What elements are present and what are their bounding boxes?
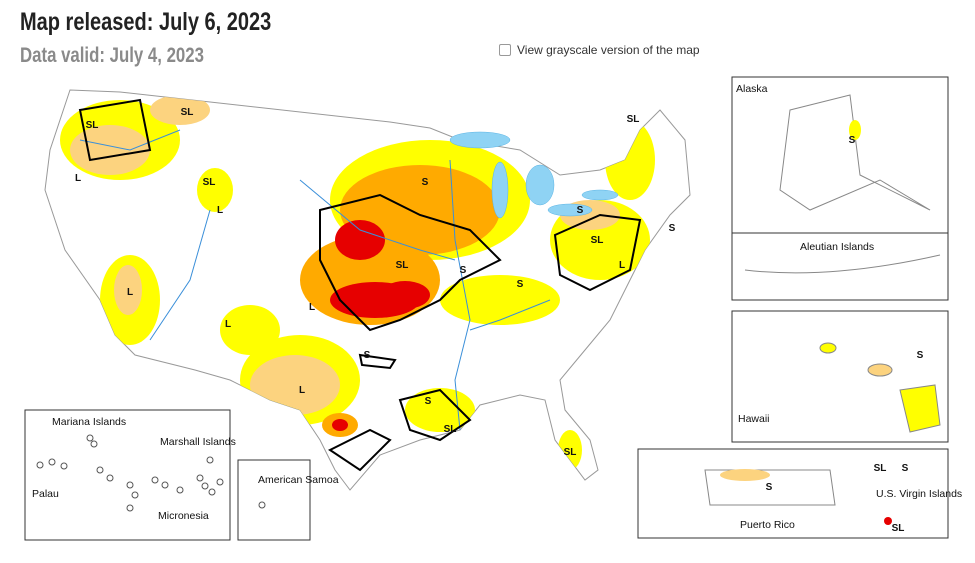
impact-label: SL bbox=[564, 447, 577, 458]
impact-label: S bbox=[364, 350, 371, 361]
map-title: Map released: July 6, 2023 bbox=[20, 8, 272, 36]
island bbox=[106, 474, 114, 482]
impact-label: SL bbox=[203, 177, 216, 188]
island bbox=[161, 481, 169, 489]
inset-label: Micronesia bbox=[158, 510, 209, 522]
inset-label: Mariana Islands bbox=[52, 416, 126, 428]
impact-label: SL bbox=[892, 523, 905, 534]
inset-label: Palau bbox=[32, 488, 59, 500]
pr-drought bbox=[720, 469, 770, 481]
checkbox-box[interactable] bbox=[499, 44, 511, 56]
island bbox=[126, 504, 134, 512]
inset-label: Puerto Rico bbox=[740, 519, 795, 531]
hawaii-big-island bbox=[899, 384, 941, 433]
impact-label: S bbox=[425, 396, 432, 407]
impact-label: L bbox=[299, 385, 305, 396]
aleutian-shape bbox=[744, 254, 941, 274]
island bbox=[60, 462, 68, 470]
impact-label: S bbox=[422, 177, 429, 188]
impact-label: S bbox=[766, 482, 773, 493]
impact-label: L bbox=[225, 319, 231, 330]
island bbox=[86, 434, 94, 442]
island bbox=[216, 478, 224, 486]
island bbox=[206, 456, 214, 464]
island bbox=[48, 458, 56, 466]
island bbox=[131, 491, 139, 499]
impact-label: SL bbox=[181, 107, 194, 118]
island bbox=[201, 482, 209, 490]
grayscale-checkbox[interactable]: View grayscale version of the map bbox=[499, 43, 700, 57]
impact-label: L bbox=[309, 302, 315, 313]
impact-label: L bbox=[217, 205, 223, 216]
inset-label: American Samoa bbox=[258, 474, 339, 486]
conus bbox=[44, 89, 691, 491]
impact-label: SL bbox=[444, 424, 457, 435]
impact-label: L bbox=[75, 173, 81, 184]
inset-label: Marshall Islands bbox=[160, 436, 236, 448]
island bbox=[36, 461, 44, 469]
inset-label: Aleutian Islands bbox=[800, 241, 874, 253]
impact-label: S bbox=[917, 350, 924, 361]
impact-label: S bbox=[902, 463, 909, 474]
impact-label: SL bbox=[874, 463, 887, 474]
impact-label: L bbox=[619, 260, 625, 271]
inset-label: Alaska bbox=[736, 83, 768, 95]
impact-boundaries bbox=[78, 98, 642, 472]
impact-label: S bbox=[669, 223, 676, 234]
hawaii-maui bbox=[867, 363, 893, 377]
map-subtitle: Data valid: July 4, 2023 bbox=[20, 44, 204, 67]
impact-label: S bbox=[460, 265, 467, 276]
island bbox=[176, 486, 184, 494]
hawaii-oahu bbox=[819, 342, 837, 354]
impact-label: L bbox=[127, 287, 133, 298]
impact-label: SL bbox=[627, 114, 640, 125]
pacific-islands bbox=[36, 434, 266, 512]
impact-label: S bbox=[849, 135, 856, 146]
great-lakes bbox=[449, 131, 619, 219]
inset-label: Hawaii bbox=[738, 413, 770, 425]
inset-frames bbox=[24, 76, 949, 541]
vi-drought bbox=[884, 517, 892, 525]
island bbox=[196, 474, 204, 482]
alaska-shape bbox=[779, 94, 931, 211]
impact-label: S bbox=[577, 205, 584, 216]
island bbox=[96, 466, 104, 474]
island bbox=[258, 501, 266, 509]
island bbox=[208, 488, 216, 496]
checkbox-label[interactable]: View grayscale version of the map bbox=[517, 43, 700, 57]
rivers bbox=[79, 129, 551, 431]
impact-label: SL bbox=[396, 260, 409, 271]
impact-label: SL bbox=[591, 235, 604, 246]
alaska-drought bbox=[849, 120, 861, 140]
impact-label: SL bbox=[86, 120, 99, 131]
island bbox=[90, 440, 98, 448]
impact-label: S bbox=[517, 279, 524, 290]
island bbox=[151, 476, 159, 484]
inset-label: U.S. Virgin Islands bbox=[876, 488, 962, 500]
island bbox=[126, 481, 134, 489]
